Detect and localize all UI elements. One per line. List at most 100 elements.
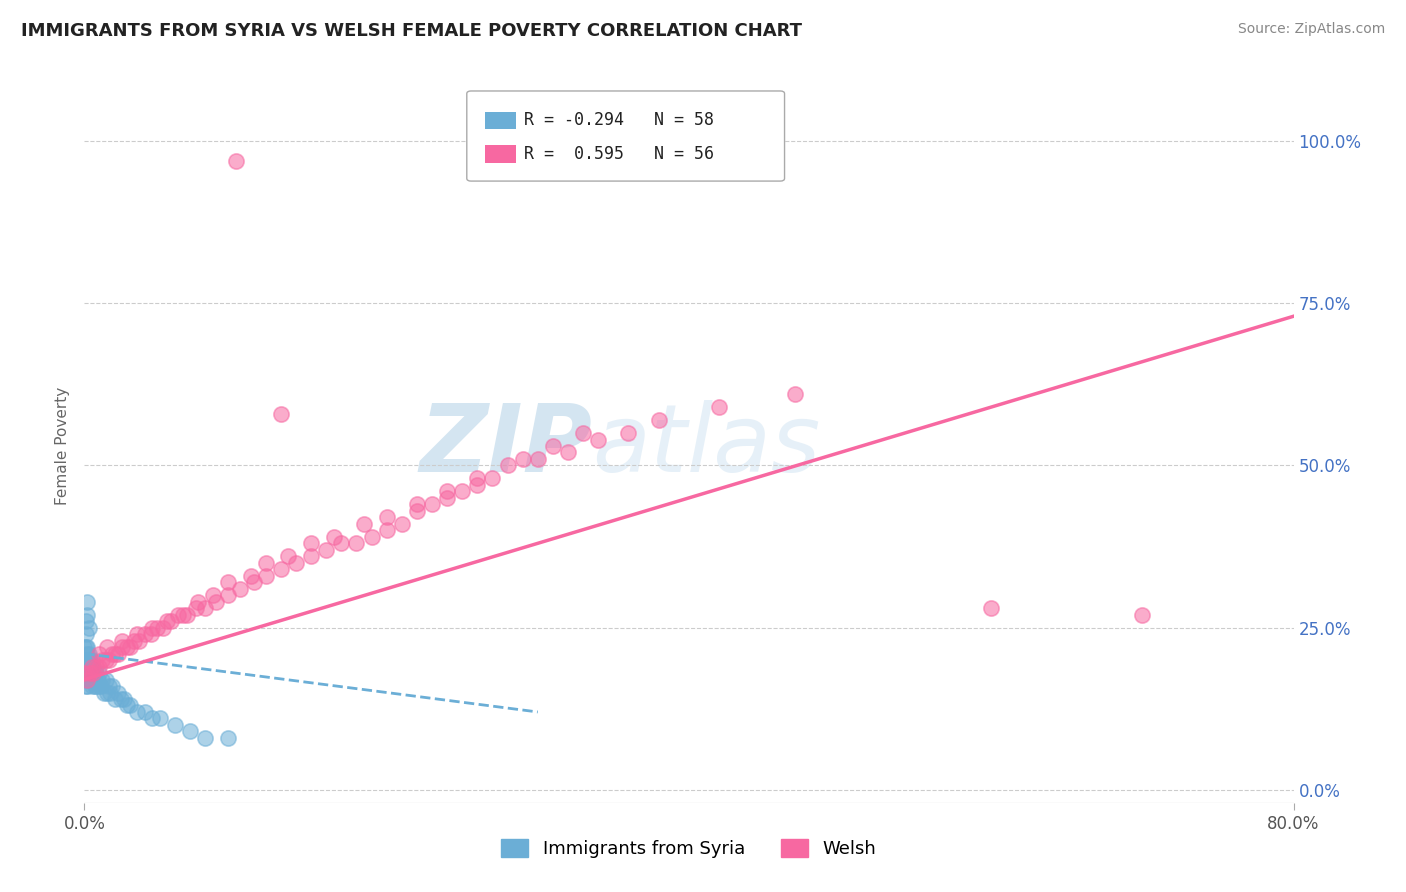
Point xyxy=(100,679,122,693)
Point xyxy=(91,673,114,687)
Point xyxy=(76,653,98,667)
Point xyxy=(93,685,115,699)
Point xyxy=(84,666,107,681)
Point xyxy=(194,731,217,745)
Point xyxy=(89,666,111,681)
Point xyxy=(467,478,489,492)
Text: IMMIGRANTS FROM SYRIA VS WELSH FEMALE POVERTY CORRELATION CHART: IMMIGRANTS FROM SYRIA VS WELSH FEMALE PO… xyxy=(21,22,801,40)
Point xyxy=(118,698,141,713)
Point xyxy=(84,679,107,693)
Point xyxy=(254,568,277,582)
Point xyxy=(167,607,190,622)
Point xyxy=(322,530,344,544)
Point xyxy=(76,673,98,687)
Point xyxy=(375,510,398,524)
Point xyxy=(75,627,97,641)
Point xyxy=(97,653,120,667)
Point xyxy=(80,653,103,667)
Point xyxy=(496,458,519,473)
Text: Source: ZipAtlas.com: Source: ZipAtlas.com xyxy=(1237,22,1385,37)
Point xyxy=(217,588,239,602)
Text: R =  0.595   N = 56: R = 0.595 N = 56 xyxy=(524,145,714,163)
Point xyxy=(467,471,489,485)
Point xyxy=(77,666,100,681)
Point xyxy=(111,640,134,654)
Point xyxy=(194,601,217,615)
Point xyxy=(75,659,97,673)
Point xyxy=(391,516,413,531)
Point xyxy=(86,666,108,681)
Point xyxy=(176,607,198,622)
Point xyxy=(79,673,101,687)
Point xyxy=(152,621,174,635)
Point xyxy=(141,621,163,635)
Point xyxy=(80,659,103,673)
Point xyxy=(254,556,277,570)
Point xyxy=(82,666,104,681)
Point xyxy=(100,647,122,661)
Point xyxy=(127,705,149,719)
Text: R = -0.294   N = 58: R = -0.294 N = 58 xyxy=(524,112,714,129)
Point xyxy=(242,575,264,590)
Point xyxy=(165,718,187,732)
Point xyxy=(229,582,252,596)
Point xyxy=(79,666,101,681)
Point xyxy=(118,640,141,654)
Point xyxy=(73,653,96,667)
Point xyxy=(128,633,150,648)
Point xyxy=(541,439,564,453)
Point xyxy=(90,679,112,693)
Point xyxy=(572,425,595,440)
Point xyxy=(512,452,534,467)
Point xyxy=(285,556,308,570)
Point xyxy=(239,568,262,582)
Point xyxy=(73,666,96,681)
Point xyxy=(277,549,299,564)
Point xyxy=(588,433,610,447)
Y-axis label: Female Poverty: Female Poverty xyxy=(55,387,70,505)
Point xyxy=(353,516,375,531)
Point xyxy=(201,588,224,602)
Point xyxy=(205,595,228,609)
Point xyxy=(80,679,103,693)
Point xyxy=(146,621,169,635)
Point xyxy=(436,491,458,505)
Point xyxy=(436,484,458,499)
Point xyxy=(79,653,101,667)
Point xyxy=(98,685,121,699)
Point xyxy=(104,692,127,706)
Point xyxy=(225,153,247,168)
Point xyxy=(270,562,292,576)
Point xyxy=(406,497,429,511)
Point xyxy=(115,698,138,713)
Point xyxy=(299,549,322,564)
Point xyxy=(77,659,100,673)
Point xyxy=(451,484,474,499)
Point xyxy=(149,711,172,725)
Point xyxy=(104,647,127,661)
Point xyxy=(617,425,640,440)
Point xyxy=(187,595,209,609)
Point xyxy=(75,640,97,654)
Point xyxy=(1130,607,1153,622)
Point xyxy=(141,711,163,725)
Point xyxy=(107,647,129,661)
Point xyxy=(77,647,100,661)
Point xyxy=(77,621,100,635)
Point xyxy=(299,536,322,550)
Point xyxy=(111,633,134,648)
Point xyxy=(76,673,98,687)
Point xyxy=(76,679,98,693)
Point xyxy=(139,627,162,641)
Point xyxy=(87,673,110,687)
Point xyxy=(186,601,208,615)
Point xyxy=(89,679,111,693)
Point xyxy=(527,452,550,467)
Point xyxy=(107,685,129,699)
Point xyxy=(76,640,98,654)
Point xyxy=(557,445,579,459)
Point xyxy=(94,653,117,667)
Point xyxy=(82,673,104,687)
Point xyxy=(77,653,100,667)
Point xyxy=(134,627,156,641)
